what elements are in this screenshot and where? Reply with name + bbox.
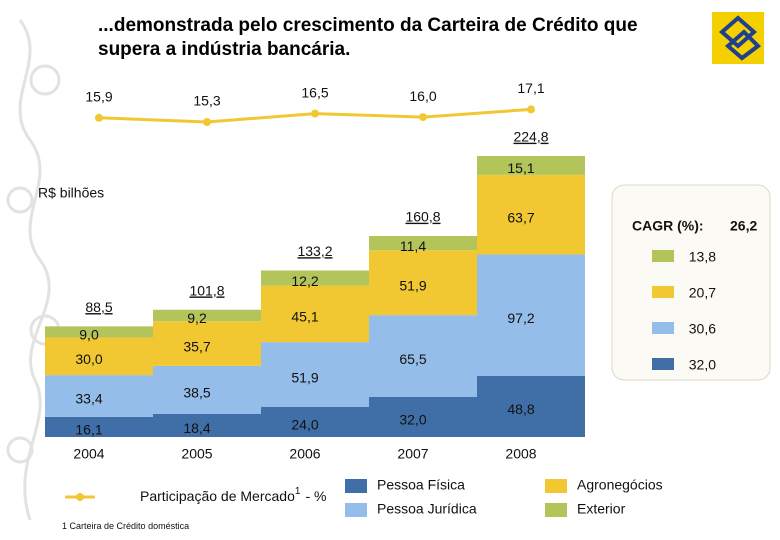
bar-segment [261,342,369,407]
value-label: 48,8 [507,401,534,417]
value-label: 15,1 [507,160,534,176]
value-label: 63,7 [507,209,534,225]
value-label: 24,0 [291,417,318,433]
share-label: 16,5 [301,84,328,100]
total-label: 133,2 [297,243,332,259]
share-label: 15,9 [85,89,112,105]
x-tick-label: 2005 [181,446,212,462]
bar-segment [477,254,585,376]
cagr-swatch [652,286,674,298]
bar-segment [45,337,153,376]
share-label: 16,0 [409,88,436,104]
share-point [95,113,103,122]
total-label: 88,5 [85,299,112,315]
value-label: 65,5 [399,351,426,367]
legend-label: Exterior [577,501,626,517]
cagr-total: 26,2 [730,218,757,234]
bar-segment [153,321,261,366]
bar-segment [45,375,153,417]
cagr-label: 30,6 [689,321,716,337]
cagr-label: 32,0 [689,357,716,373]
bar-segment [261,285,369,343]
x-tick-label: 2008 [505,446,536,462]
bar-segment [153,365,261,414]
value-label: 9,2 [187,310,207,326]
legend-label: Agronegócios [577,477,663,493]
value-label: 12,2 [291,273,318,289]
value-label: 16,1 [75,422,102,438]
x-tick-label: 2006 [289,446,320,462]
cagr-label: 13,8 [689,249,716,265]
value-label: 18,4 [183,420,210,436]
bar-segment [45,416,153,437]
value-label: 38,5 [183,385,210,401]
total-label: 101,8 [189,282,224,298]
bar-segment [153,309,261,322]
value-label: 33,4 [75,391,102,407]
logo [712,12,764,64]
line-legend-label: Participação de Mercado1 - % [140,486,326,504]
chart-title: ...demonstrada pelo crescimento da Carte… [98,15,638,36]
value-label: 51,9 [291,369,318,385]
legend-label: Pessoa Física [377,477,465,493]
share-label: 15,3 [193,93,220,109]
decoration [6,19,61,521]
value-label: 9,0 [79,327,99,343]
legend-suffix: - % [305,488,326,504]
bar-segment [45,326,153,338]
bar-segment [477,156,585,175]
bar-segment [261,407,369,437]
cagr-label: 20,7 [689,285,716,301]
bar-segment [369,236,477,251]
share-point [203,118,211,126]
cagr-swatch [652,358,674,370]
bar-segment [477,376,585,437]
cagr-box [611,184,771,381]
total-label: 224,8 [513,129,548,145]
bar-segment [153,414,261,437]
value-label: 11,4 [400,238,426,254]
value-label: 51,9 [399,277,426,293]
share-label: 17,1 [517,80,544,96]
share-point [311,109,319,118]
cagr-swatch [652,250,674,262]
bar-segment [369,250,477,316]
value-label: 32,0 [399,412,426,428]
legend-swatch [545,503,567,517]
value-label: 30,0 [75,351,102,367]
share-point [419,113,427,122]
legend-sup: 1 [295,486,301,497]
bar-segment [369,315,477,397]
legend-swatch [345,479,367,493]
value-label: 35,7 [183,338,210,354]
footnote-mark: 1 [62,521,67,531]
footnote: 1 Carteira de Crédito doméstica [62,521,189,531]
bar-segment [477,174,585,255]
cagr-swatch [652,322,674,334]
bar-segment [369,397,477,437]
value-label: 97,2 [507,310,534,326]
value-label: 45,1 [291,309,318,325]
cagr-title: CAGR (%): [632,218,704,234]
y-axis-label: R$ bilhões [38,185,104,201]
footnote-text: Carteira de Crédito doméstica [70,521,190,531]
chart-title: supera a indústria bancária. [98,39,350,60]
legend-swatch [545,479,567,493]
bar-segment [261,270,369,286]
x-tick-label: 2007 [397,446,428,462]
legend-swatch [345,503,367,517]
x-tick-label: 2004 [73,446,104,462]
share-point [527,105,535,114]
legend-text: Participação de Mercado [140,488,295,504]
legend-point [76,493,84,501]
legend-label: Pessoa Jurídica [377,501,477,517]
total-label: 160,8 [405,209,440,225]
